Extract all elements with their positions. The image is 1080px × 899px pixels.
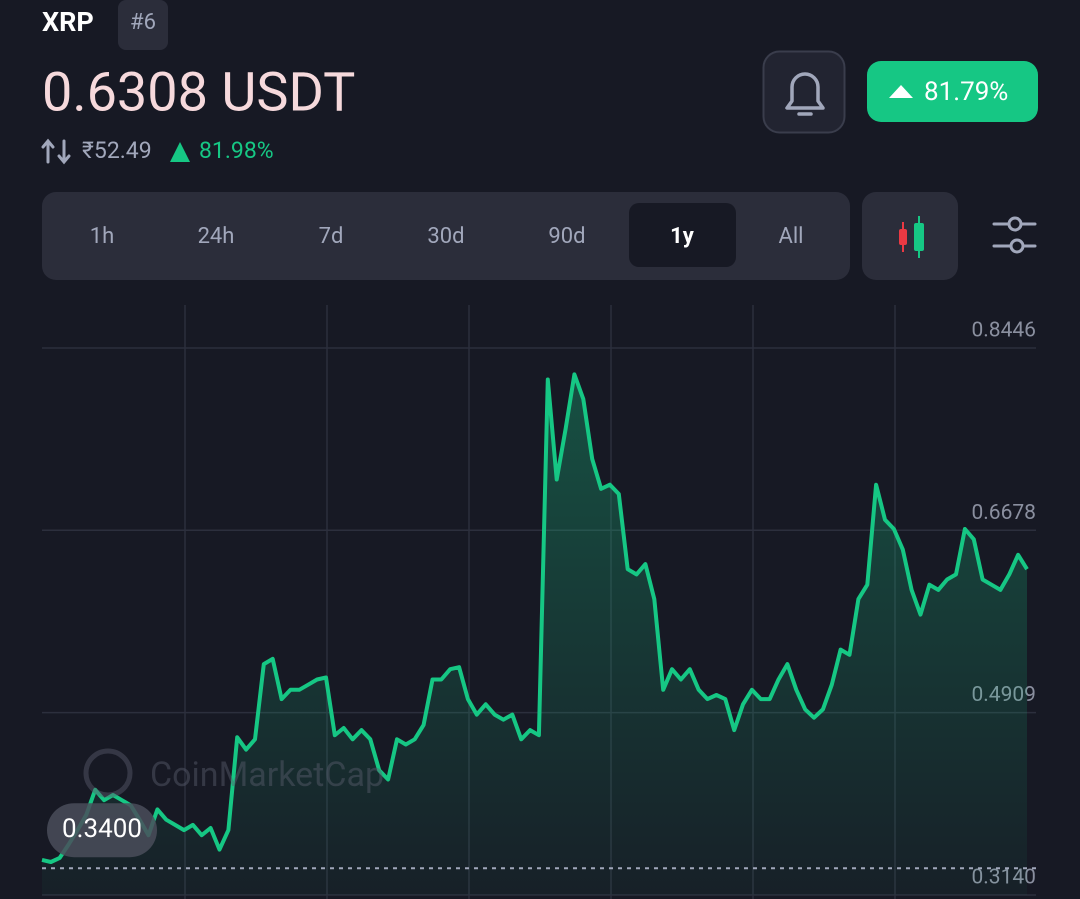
change-badge[interactable]: 81.79% bbox=[867, 61, 1038, 122]
watermark-logo bbox=[83, 748, 133, 798]
candle-red bbox=[899, 229, 907, 245]
price: 0.6308 USDT bbox=[42, 61, 355, 124]
change-badge-text: 81.79% bbox=[924, 77, 1008, 107]
bell-button[interactable] bbox=[762, 50, 846, 134]
watermark: CoinMarketCap bbox=[150, 755, 384, 795]
y-tick-label: 0.8446 bbox=[971, 319, 1036, 343]
reference-pill bbox=[47, 803, 157, 858]
candle-bg[interactable] bbox=[862, 192, 958, 280]
up-triangle-small bbox=[170, 142, 190, 162]
change-badge-bg[interactable] bbox=[867, 61, 1038, 122]
area-fill bbox=[42, 374, 1027, 895]
tab[interactable]: 24h bbox=[198, 224, 235, 249]
y-tick-label: 0.6678 bbox=[971, 501, 1036, 525]
symbol: XRP bbox=[42, 6, 94, 38]
inr-change: 81.98% bbox=[199, 137, 274, 164]
inr-price: ₹52.49 bbox=[82, 137, 152, 164]
swap-icon bbox=[41, 138, 71, 165]
tab[interactable]: 30d bbox=[427, 224, 464, 249]
active-tab-bg bbox=[629, 203, 736, 267]
tab[interactable]: 1y bbox=[670, 224, 695, 249]
reference-label: 0.3400 bbox=[62, 814, 142, 844]
tab[interactable]: 1h bbox=[90, 224, 114, 249]
tab[interactable]: 90d bbox=[548, 224, 585, 249]
tabs: 1h 24h 7d 30d 90d 1y All bbox=[90, 224, 804, 249]
up-triangle bbox=[889, 85, 913, 98]
price-line bbox=[41, 372, 1029, 864]
bell-bg[interactable] bbox=[762, 50, 846, 134]
rank: #6 bbox=[130, 10, 156, 35]
candle-green bbox=[914, 223, 924, 251]
tab[interactable]: All bbox=[778, 224, 803, 249]
settings-button[interactable] bbox=[992, 216, 1037, 254]
candle-button[interactable] bbox=[862, 192, 958, 280]
rank-badge bbox=[118, 0, 168, 50]
bell-icon bbox=[785, 72, 825, 116]
tab[interactable]: 7d bbox=[319, 224, 344, 249]
